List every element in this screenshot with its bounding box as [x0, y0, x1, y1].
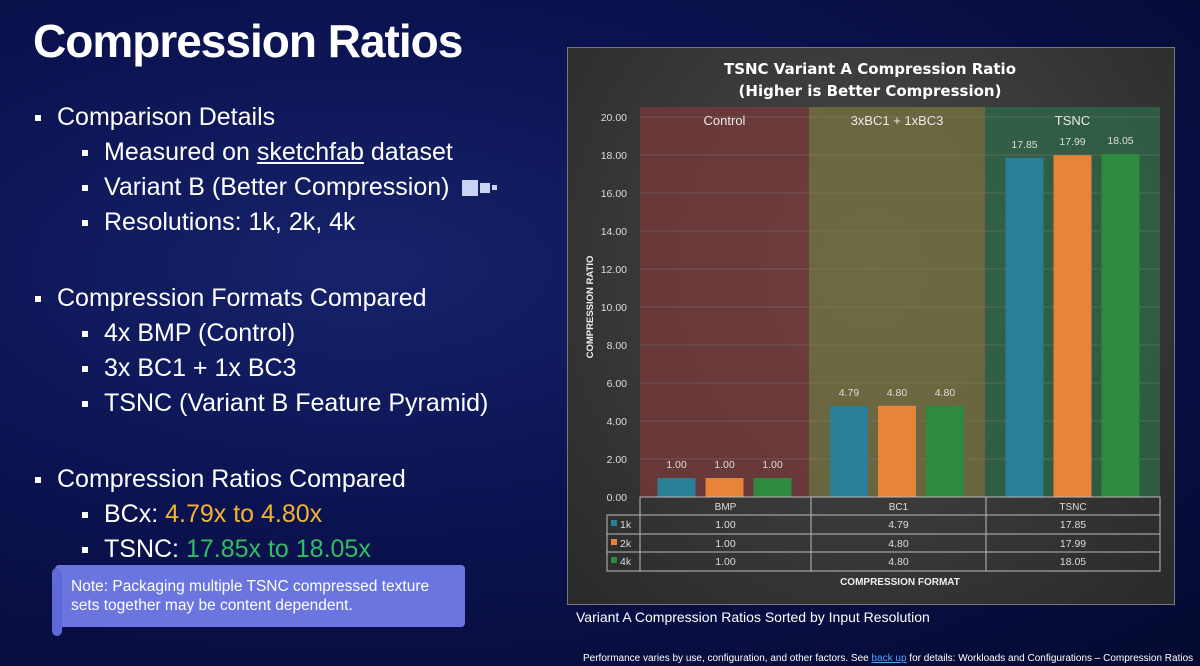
- y-tick-label: 20.00: [601, 112, 627, 124]
- bar-1k-TSNC: [1005, 157, 1044, 497]
- y-tick-label: 6.00: [607, 378, 628, 390]
- data-label: 18.05: [1107, 135, 1133, 147]
- data-label: 1.00: [762, 459, 783, 471]
- legend-swatch-2k: [611, 539, 617, 545]
- y-tick-label: 8.00: [607, 340, 628, 352]
- text: Variant B (Better Compression): [104, 173, 450, 201]
- pyramid-icon: [462, 180, 498, 197]
- bar-1k-BC1: [830, 405, 868, 497]
- text: BCx:: [104, 500, 166, 528]
- chart-title: TSNC Variant A Compression Ratio: [724, 60, 1016, 78]
- bullet-item: Variant B (Better Compression): [33, 170, 500, 205]
- group-label: TSNC: [1055, 113, 1090, 128]
- sketchfab-link[interactable]: sketchfab: [256, 138, 364, 166]
- bullet-item: TSNC (Variant B Feature Pyramid): [33, 386, 500, 421]
- bar-2k-TSNC: [1053, 155, 1092, 497]
- legend-label: 2k: [620, 538, 632, 550]
- y-tick-label: 2.00: [607, 454, 628, 466]
- legend-swatch-1k: [611, 520, 617, 526]
- legend-label: 4k: [620, 556, 632, 568]
- bullet-item: 4x BMP (Control): [33, 316, 500, 351]
- group-background: [640, 107, 809, 497]
- y-tick-label: 16.00: [601, 188, 627, 200]
- y-axis-title: COMPRESSION RATIO: [585, 256, 596, 359]
- table-cell: 4.79: [888, 519, 909, 531]
- y-tick-label: 4.00: [607, 416, 628, 428]
- table-cell: 1.00: [715, 519, 736, 531]
- table-cell: 4.80: [888, 556, 909, 568]
- table-cell: 17.85: [1060, 519, 1086, 531]
- chart-caption: Variant A Compression Ratios Sorted by I…: [576, 609, 930, 625]
- bullet-heading: Compression Ratios Compared: [33, 462, 500, 497]
- data-label: 1.00: [714, 459, 735, 471]
- data-label: 17.85: [1011, 139, 1037, 151]
- data-label: 4.80: [935, 387, 956, 399]
- bullet-item: TSNC: 17.85x to 18.05x: [33, 532, 500, 567]
- table-cell: 17.99: [1060, 538, 1086, 550]
- y-tick-label: 14.00: [601, 226, 627, 238]
- data-label: 4.80: [887, 387, 908, 399]
- table-cell: 4.80: [888, 538, 909, 550]
- table-header: TSNC: [1059, 502, 1086, 513]
- table-header: BMP: [715, 502, 737, 513]
- slide-title: Compression Ratios: [33, 15, 463, 67]
- bar-2k-BMP: [705, 478, 744, 497]
- group-label: Control: [704, 113, 746, 128]
- y-tick-label: 18.00: [601, 150, 627, 162]
- bullet-item: BCx: 4.79x to 4.80x: [33, 497, 500, 532]
- table-body-border: [606, 514, 1161, 572]
- chart-subtitle: (Higher is Better Compression): [739, 82, 1002, 100]
- back-up-link[interactable]: back up: [871, 653, 907, 664]
- bullet-item: Resolutions: 1k, 2k, 4k: [33, 205, 500, 240]
- text: TSNC:: [104, 535, 186, 563]
- bar-4k-TSNC: [1101, 154, 1140, 498]
- legend-swatch-4k: [611, 557, 617, 563]
- bullet-heading: Compression Formats Compared: [33, 281, 500, 316]
- table-cell: 1.00: [715, 556, 736, 568]
- table-cell: 18.05: [1060, 556, 1086, 568]
- data-label: 1.00: [666, 459, 687, 471]
- tsnc-range: 17.85x to 18.05x: [185, 535, 371, 563]
- note-callout: Note: Packaging multiple TSNC compressed…: [52, 565, 465, 636]
- bcx-range: 4.79x to 4.80x: [165, 500, 323, 528]
- bar-4k-BMP: [753, 478, 792, 497]
- data-label: 4.79: [839, 387, 860, 399]
- text: Measured on: [104, 138, 257, 166]
- text: for details: Workloads and Configuration…: [906, 653, 1194, 664]
- y-tick-label: 0.00: [607, 492, 628, 504]
- y-tick-label: 10.00: [601, 302, 627, 314]
- x-axis-title: COMPRESSION FORMAT: [840, 577, 960, 588]
- group-label: 3xBC1 + 1xBC3: [851, 113, 944, 128]
- text: Performance varies by use, configuration…: [583, 653, 872, 664]
- bullet-heading: Comparison Details: [33, 100, 500, 135]
- bullet-list: Comparison Details Measured on sketchfab…: [33, 100, 500, 567]
- bullet-item: Measured on sketchfab dataset: [33, 135, 500, 170]
- table-header: BC1: [889, 502, 909, 513]
- footer-disclaimer: Performance varies by use, configuration…: [583, 653, 1193, 664]
- bar-2k-BC1: [878, 405, 916, 497]
- data-label: 17.99: [1059, 136, 1085, 148]
- bar-4k-BC1: [926, 405, 964, 497]
- legend-label: 1k: [620, 519, 632, 531]
- bullet-item: 3x BC1 + 1x BC3: [33, 351, 500, 386]
- table-cell: 1.00: [715, 538, 736, 550]
- bar-1k-BMP: [657, 478, 696, 497]
- y-tick-label: 12.00: [601, 264, 627, 276]
- text: dataset: [363, 138, 453, 166]
